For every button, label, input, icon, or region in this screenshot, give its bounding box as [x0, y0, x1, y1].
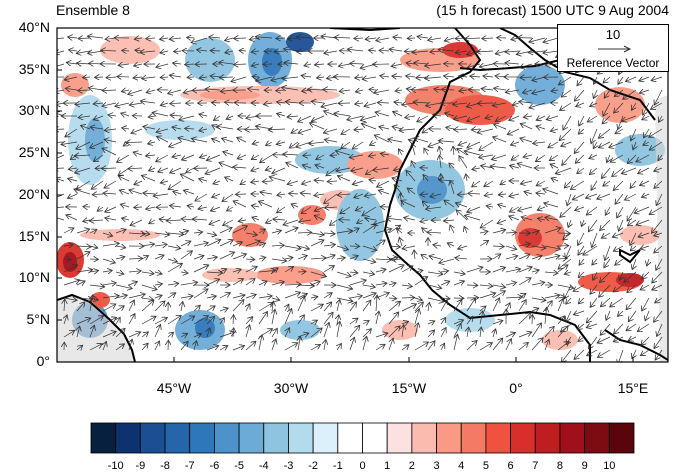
colorbar-tick-label: -9 [128, 460, 152, 472]
wind-vector [467, 285, 478, 286]
lon-label: 15°E [603, 380, 663, 396]
colorbar-tick-label: 2 [400, 460, 424, 472]
colorbar-swatch [264, 423, 289, 453]
colorbar-tick-label: 10 [597, 460, 621, 472]
colorbar-swatch [190, 423, 215, 453]
reference-vector-box: 10 Reference Vector [557, 24, 669, 72]
colorbar-tick-label: -1 [326, 460, 350, 472]
wind-vector [276, 38, 285, 39]
wind-vector [377, 103, 389, 104]
colorbar-tick-label: 7 [523, 460, 547, 472]
reference-vector-label: Reference Vector [558, 56, 668, 70]
wind-vector [404, 51, 415, 52]
lat-label: 5°N [2, 311, 50, 327]
wind-vector [210, 51, 220, 52]
colorbar-tick-label: -8 [153, 460, 177, 472]
colorbar-tick-label: 9 [573, 460, 597, 472]
colorbar-swatch [412, 423, 437, 453]
colorbar-swatch [363, 423, 388, 453]
colorbar-swatch [461, 423, 486, 453]
colorbar-tick-label: -5 [227, 460, 251, 472]
colorbar-swatch [313, 423, 338, 453]
colorbar-swatch [535, 423, 560, 453]
lon-label: 30°W [261, 380, 321, 396]
colorbar-tick-label: -7 [178, 460, 202, 472]
colorbar-tick-label: 3 [425, 460, 449, 472]
wind-vector [298, 272, 306, 273]
lat-label: 25°N [2, 144, 50, 160]
lat-label: 15°N [2, 228, 50, 244]
colorbar-swatch [486, 423, 511, 453]
wind-vector [234, 38, 247, 39]
colorbar-tick-label: 6 [499, 460, 523, 472]
wind-vector [54, 129, 64, 130]
colorbar-swatch [511, 423, 536, 453]
colorbar-swatch [585, 423, 610, 453]
colorbar-tick-label: 8 [548, 460, 572, 472]
colorbar-tick-label: -3 [276, 460, 300, 472]
colorbar-tick-label: -2 [301, 460, 325, 472]
colorbar-swatch [140, 423, 165, 453]
colorbar-tick-label: 4 [449, 460, 473, 472]
colorbar-swatch [165, 423, 190, 453]
lat-label: 0° [2, 353, 50, 369]
colorbar-tick-label: 1 [375, 460, 399, 472]
colorbar-swatch [288, 423, 313, 453]
colorbar-swatch [239, 423, 264, 453]
wind-vector [477, 103, 493, 104]
lat-label: 40°N [2, 19, 50, 35]
colorbar-swatch [91, 423, 116, 453]
lon-label: 15°W [379, 380, 439, 396]
colorbar-swatch [214, 423, 239, 453]
colorbar-tick-label: -6 [202, 460, 226, 472]
wind-vector [117, 77, 129, 78]
lat-label: 30°N [2, 102, 50, 118]
colorbar-swatch [116, 423, 141, 453]
colorbar-tick-label: -10 [104, 460, 128, 472]
map-field [47, 28, 668, 365]
colorbar-swatch [437, 423, 462, 453]
lon-label: 0° [486, 380, 546, 396]
lon-label: 45°W [144, 380, 204, 396]
colorbar-swatch [609, 423, 634, 453]
colorbar-swatch [387, 423, 412, 453]
colorbar-tick-label: -4 [252, 460, 276, 472]
wind-vector [95, 77, 104, 78]
colorbar-swatch [560, 423, 585, 453]
wind-vector [235, 194, 246, 195]
wind-vector [402, 298, 415, 299]
colorbar-tick-label: 5 [474, 460, 498, 472]
lat-label: 35°N [2, 61, 50, 77]
colorbar-swatch [338, 423, 363, 453]
lat-label: 20°N [2, 186, 50, 202]
colorbar-tick-label: 0 [351, 460, 375, 472]
wind-vector [252, 77, 259, 78]
colorbar [91, 423, 634, 453]
lat-label: 10°N [2, 269, 50, 285]
